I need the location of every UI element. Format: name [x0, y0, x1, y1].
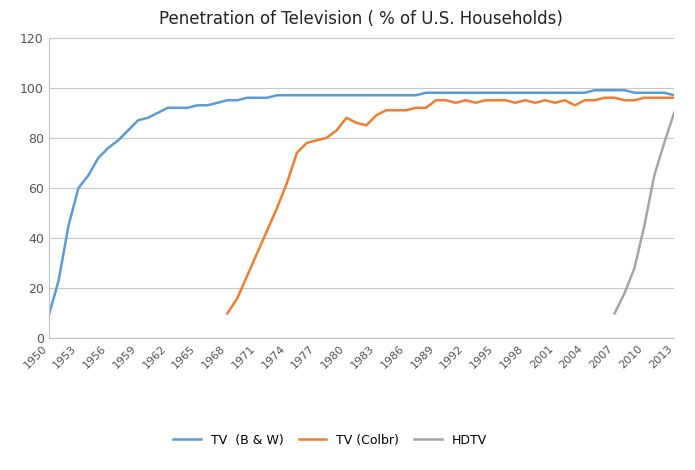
TV (Colbr) — [580, 97, 589, 103]
TV (Colbr) — [273, 205, 281, 211]
TV (Colbr) — [561, 97, 569, 103]
TV  (B & W) — [670, 93, 678, 98]
TV (Colbr) — [650, 95, 658, 101]
TV (Colbr) — [621, 97, 629, 103]
TV (Colbr) — [372, 112, 380, 118]
TV  (B & W) — [124, 127, 132, 133]
TV (Colbr) — [600, 95, 609, 101]
TV (Colbr) — [531, 100, 539, 106]
HDTV — [670, 110, 678, 116]
TV (Colbr) — [432, 97, 440, 103]
TV (Colbr) — [471, 100, 480, 106]
Line: TV (Colbr): TV (Colbr) — [227, 98, 674, 313]
Line: TV  (B & W): TV (B & W) — [49, 90, 674, 316]
HDTV — [660, 140, 669, 146]
TV  (B & W) — [441, 90, 450, 95]
TV  (B & W) — [302, 93, 311, 98]
TV (Colbr) — [491, 97, 500, 103]
TV (Colbr) — [322, 135, 331, 141]
TV (Colbr) — [541, 97, 549, 103]
TV (Colbr) — [521, 97, 530, 103]
TV (Colbr) — [253, 251, 261, 256]
TV (Colbr) — [332, 127, 341, 133]
TV (Colbr) — [461, 97, 470, 103]
TV (Colbr) — [352, 120, 361, 125]
TV (Colbr) — [511, 100, 519, 106]
HDTV — [621, 290, 629, 296]
TV (Colbr) — [640, 95, 648, 101]
TV (Colbr) — [343, 115, 351, 121]
TV (Colbr) — [313, 138, 321, 143]
TV (Colbr) — [392, 108, 400, 113]
TV (Colbr) — [482, 97, 490, 103]
Legend: TV  (B & W), TV (Colbr), HDTV: TV (B & W), TV (Colbr), HDTV — [168, 429, 492, 452]
TV (Colbr) — [551, 100, 559, 106]
TV (Colbr) — [610, 95, 619, 101]
TV  (B & W) — [591, 87, 599, 93]
HDTV — [640, 223, 648, 228]
TV (Colbr) — [412, 105, 420, 110]
TV (Colbr) — [263, 228, 271, 234]
TV (Colbr) — [283, 180, 291, 186]
TV (Colbr) — [591, 97, 599, 103]
TV (Colbr) — [293, 150, 301, 156]
Line: HDTV: HDTV — [614, 113, 674, 313]
Title: Penetration of Television ( % of U.S. Households): Penetration of Television ( % of U.S. Ho… — [159, 10, 564, 28]
HDTV — [610, 311, 619, 316]
TV (Colbr) — [302, 140, 311, 146]
TV (Colbr) — [571, 102, 579, 108]
TV (Colbr) — [670, 95, 678, 101]
TV (Colbr) — [233, 296, 241, 301]
TV (Colbr) — [452, 100, 460, 106]
TV (Colbr) — [402, 108, 410, 113]
TV  (B & W) — [352, 93, 361, 98]
TV (Colbr) — [630, 97, 639, 103]
TV (Colbr) — [362, 123, 370, 128]
TV (Colbr) — [243, 273, 252, 279]
HDTV — [630, 266, 639, 271]
TV (Colbr) — [422, 105, 430, 110]
TV (Colbr) — [660, 95, 669, 101]
TV  (B & W) — [44, 313, 53, 319]
TV (Colbr) — [223, 311, 231, 316]
TV  (B & W) — [452, 90, 460, 95]
TV (Colbr) — [501, 97, 509, 103]
TV (Colbr) — [441, 97, 450, 103]
HDTV — [650, 172, 658, 178]
TV  (B & W) — [392, 93, 400, 98]
TV (Colbr) — [382, 108, 391, 113]
